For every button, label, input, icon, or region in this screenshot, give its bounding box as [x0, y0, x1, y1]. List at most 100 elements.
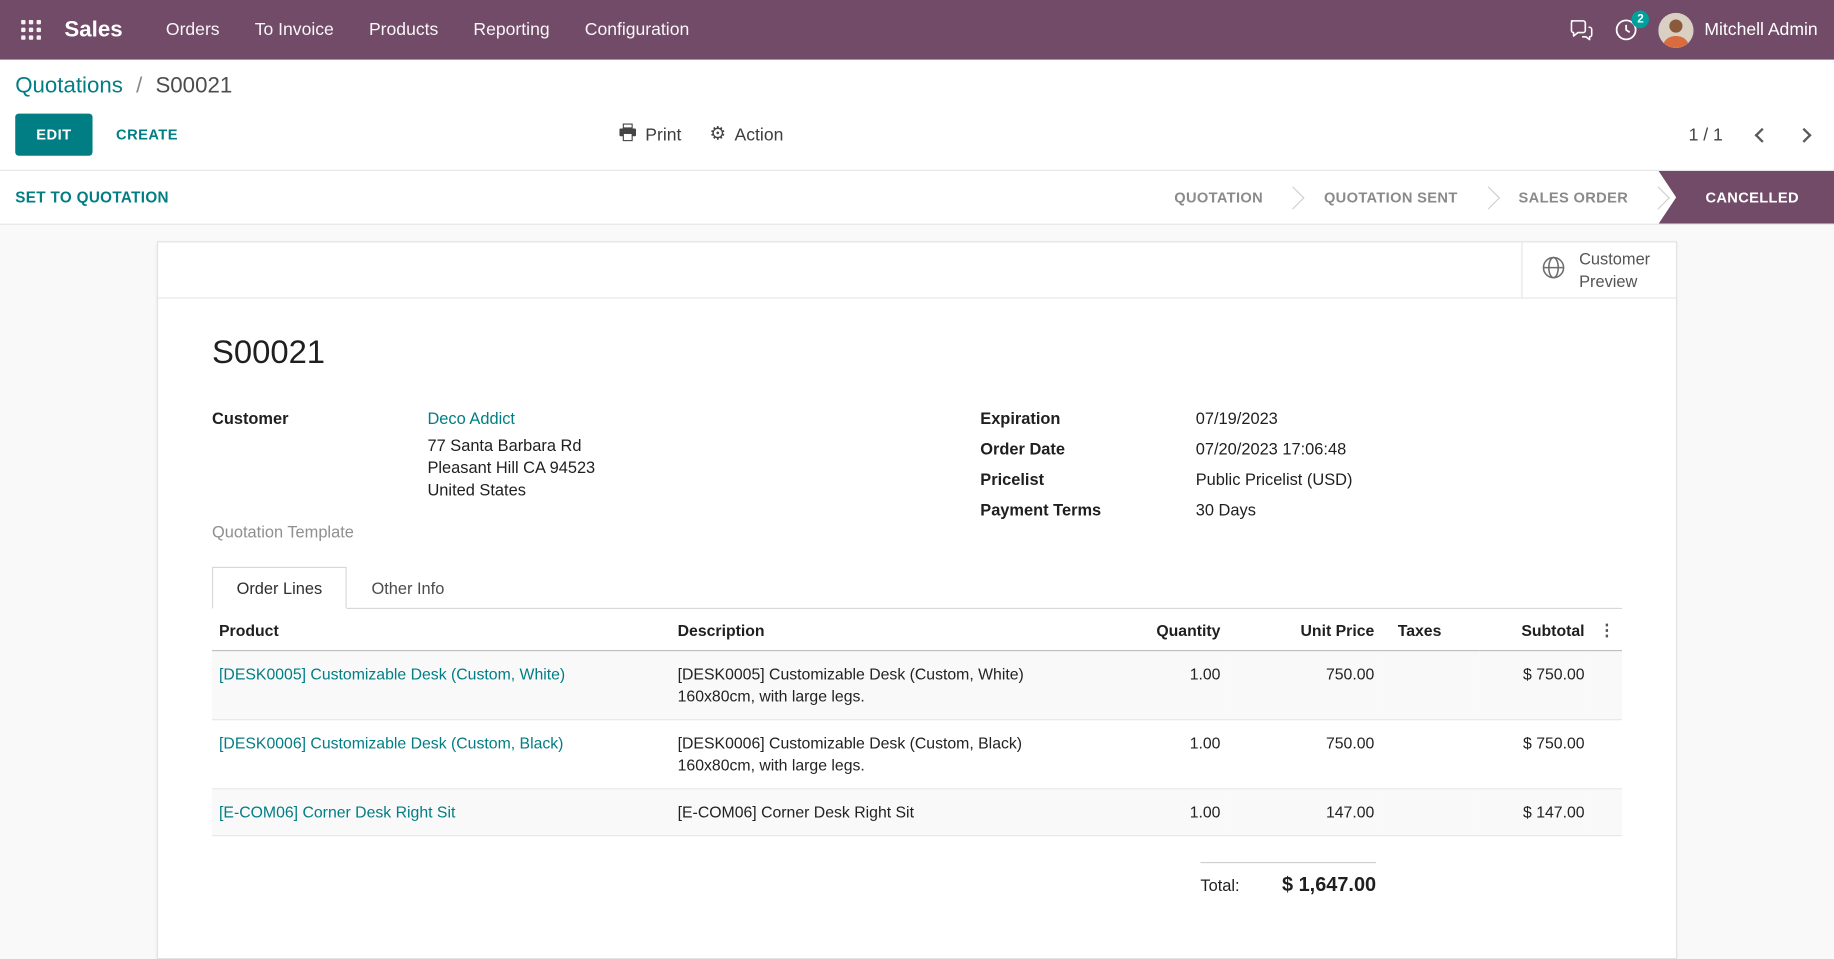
menu-orders[interactable]: Orders [165, 19, 220, 40]
total-value: $ 1,647.00 [1281, 873, 1377, 896]
messages-icon[interactable] [1569, 18, 1595, 41]
expiration-value: 07/19/2023 [1195, 408, 1278, 428]
description-cell: [E-COM06] Corner Desk Right Sit [670, 788, 1074, 837]
quotation-template-label: Quotation Template [211, 522, 354, 542]
breadcrumb-separator: / [136, 73, 143, 99]
status-step-sales-order[interactable]: SALES ORDER [1488, 171, 1659, 224]
status-step-quotation[interactable]: QUOTATION [1144, 171, 1294, 224]
payment-terms-label: Payment Terms [980, 500, 1102, 519]
order-date-label: Order Date [980, 439, 1065, 458]
app-brand[interactable]: Sales [64, 16, 123, 42]
control-panel: Quotations / S00021 EDIT CREATE Print [0, 59, 1834, 170]
set-to-quotation-button[interactable]: SET TO QUOTATION [15, 188, 169, 207]
apps-grid-icon[interactable] [14, 13, 48, 47]
statusbar: SET TO QUOTATION QUOTATION QUOTATION SEN… [0, 169, 1834, 225]
globe-icon [1542, 255, 1567, 284]
menu-configuration[interactable]: Configuration [584, 19, 690, 40]
sheet-body: S00021 Customer Deco Addict 77 Santa Bar… [158, 299, 1676, 958]
breadcrumb-current: S00021 [155, 73, 233, 99]
notebook-tabs: Order Lines Other Info [211, 566, 1623, 609]
print-button[interactable]: Print [618, 123, 681, 146]
quantity-cell: 1.00 [1189, 665, 1221, 683]
table-row[interactable]: [E-COM06] Corner Desk Right Sit [E-COM06… [211, 788, 1623, 837]
order-lines-table: Product Description Quantity Unit Price … [211, 608, 1623, 837]
product-link[interactable]: [DESK0005] Customizable Desk (Custom, Wh… [219, 665, 566, 683]
address-line: 77 Santa Barbara Rd [427, 435, 582, 455]
menu-to-invoice[interactable]: To Invoice [254, 19, 334, 40]
fields-area: Customer Deco Addict 77 Santa Barbara Rd… [212, 409, 1622, 541]
table-header-row: Product Description Quantity Unit Price … [211, 608, 1623, 652]
header-taxes: Taxes [1381, 608, 1480, 652]
pager: 1 / 1 [1689, 119, 1819, 149]
status-steps: QUOTATION QUOTATION SENT SALES ORDER CAN… [1144, 170, 1834, 224]
page-title: S00021 [211, 333, 326, 371]
expiration-label: Expiration [980, 408, 1061, 428]
breadcrumb: Quotations / S00021 [0, 60, 1834, 100]
unit-price-cell: 750.00 [1227, 719, 1382, 789]
customer-preview-label: Customer Preview [1579, 249, 1651, 290]
payment-terms-value: 30 Days [1195, 500, 1256, 519]
optional-columns-icon[interactable]: ⋮ [1591, 608, 1623, 652]
customer-label: Customer [211, 408, 289, 428]
status-step-cancelled[interactable]: CANCELLED [1658, 170, 1834, 224]
app-root: Sales Orders To Invoice Products Reporti… [0, 0, 1834, 938]
description-cell: [DESK0006] Customizable Desk (Custom, Bl… [670, 719, 1074, 789]
customer-link[interactable]: Deco Addict [427, 408, 515, 428]
pager-next-icon[interactable] [1788, 119, 1818, 149]
customer-address: 77 Santa Barbara Rd Pleasant Hill CA 945… [427, 434, 917, 501]
status-step-quotation-sent[interactable]: QUOTATION SENT [1293, 171, 1488, 224]
top-navbar: Sales Orders To Invoice Products Reporti… [0, 0, 1834, 60]
header-subtotal: Subtotal [1479, 608, 1592, 652]
pager-previous-icon[interactable] [1746, 119, 1776, 149]
totals-section: Total: $ 1,647.00 [212, 861, 1622, 897]
header-quantity: Quantity [1073, 608, 1228, 652]
sheet-button-box: Customer Preview [158, 242, 1676, 299]
total-label: Total: [1200, 876, 1240, 895]
edit-button[interactable]: EDIT [15, 113, 93, 156]
customer-preview-button[interactable]: Customer Preview [1521, 242, 1676, 298]
menu-products[interactable]: Products [368, 19, 439, 40]
description-cell: [DESK0005] Customizable Desk (Custom, Wh… [677, 665, 1024, 706]
header-description: Description [670, 608, 1074, 652]
taxes-cell [1381, 719, 1480, 789]
print-label: Print [645, 124, 682, 145]
activities-icon[interactable]: 2 [1614, 10, 1650, 43]
subtotal-cell: $ 750.00 [1479, 719, 1592, 789]
gear-icon: ⚙ [709, 124, 727, 145]
main-menu: Orders To Invoice Products Reporting Con… [148, 0, 706, 60]
order-date-value: 07/20/2023 17:06:48 [1195, 439, 1347, 458]
product-link[interactable]: [E-COM06] Corner Desk Right Sit [211, 788, 671, 837]
fields-left-column: Customer Deco Addict 77 Santa Barbara Rd… [212, 409, 917, 541]
form-view-content: Customer Preview S00021 Customer Deco Ad… [0, 224, 1834, 959]
menu-reporting[interactable]: Reporting [473, 19, 550, 40]
action-button[interactable]: ⚙ Action [710, 125, 784, 145]
action-label: Action [734, 124, 784, 145]
total-box: Total: $ 1,647.00 [1200, 861, 1377, 897]
tab-order-lines[interactable]: Order Lines [211, 566, 347, 609]
tab-other-info[interactable]: Other Info [371, 578, 445, 598]
navbar-right: 2 Mitchell Admin [1569, 10, 1818, 48]
activity-count-badge: 2 [1631, 10, 1650, 29]
user-menu[interactable]: Mitchell Admin [1658, 12, 1818, 48]
table-row[interactable]: [DESK0005] Customizable Desk (Custom, Wh… [211, 650, 1623, 720]
action-buttons-group: Print ⚙ Action [618, 123, 783, 146]
create-button[interactable]: CREATE [116, 126, 178, 143]
quotation-sheet: Customer Preview S00021 Customer Deco Ad… [156, 241, 1678, 959]
breadcrumb-quotations-link[interactable]: Quotations [15, 73, 123, 99]
address-line: Pleasant Hill CA 94523 [427, 457, 596, 477]
header-product: Product [211, 608, 671, 652]
user-name: Mitchell Admin [1704, 19, 1818, 40]
taxes-cell [1381, 651, 1479, 720]
pricelist-value: Public Pricelist (USD) [1195, 469, 1353, 489]
user-avatar[interactable] [1658, 12, 1694, 48]
address-line: United States [427, 480, 526, 499]
product-link[interactable]: [DESK0006] Customizable Desk (Custom, Bl… [211, 719, 671, 789]
table-row[interactable]: [DESK0006] Customizable Desk (Custom, Bl… [211, 719, 1623, 789]
subtotal-cell: $ 147.00 [1479, 788, 1592, 837]
subtotal-cell: $ 750.00 [1523, 665, 1585, 683]
control-buttons-row: EDIT CREATE Print ⚙ Action [0, 100, 1834, 170]
unit-price-cell: 147.00 [1227, 788, 1382, 837]
header-unit-price: Unit Price [1227, 608, 1382, 652]
pricelist-label: Pricelist [980, 469, 1045, 489]
taxes-cell [1381, 788, 1480, 837]
